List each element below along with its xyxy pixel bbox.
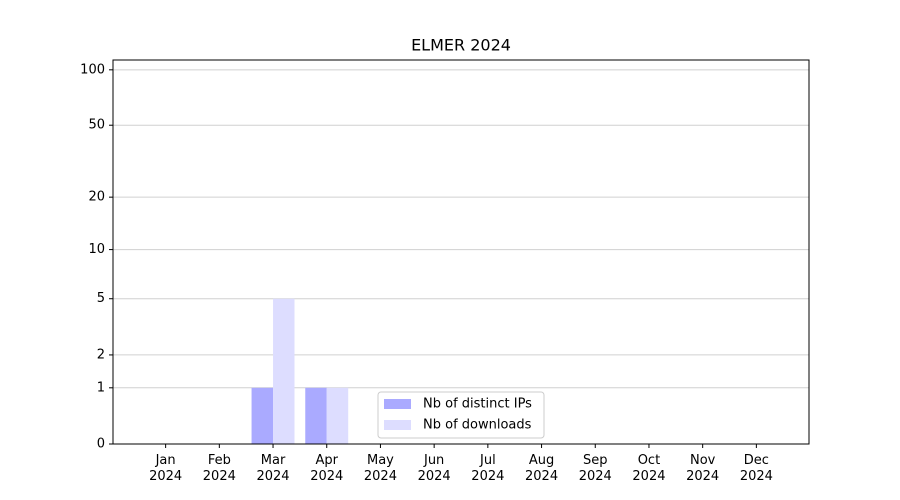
plot-frame [112, 59, 810, 445]
y-tick-label: 100 [80, 62, 105, 77]
x-tick-label: Feb 2024 [202, 453, 236, 484]
x-tick-label: May 2024 [363, 453, 397, 484]
legend-swatch [384, 399, 411, 409]
x-tick-label: Apr 2024 [310, 453, 344, 484]
x-tick-label: Jan 2024 [149, 453, 183, 484]
legend-label: Nb of distinct IPs [423, 397, 532, 412]
y-tick-label: 10 [88, 242, 105, 257]
y-tick-label: 1 [97, 380, 105, 395]
chart-title: ELMER 2024 [411, 36, 511, 55]
y-tick-label: 50 [88, 118, 105, 133]
y-tick-label: 2 [97, 347, 105, 362]
x-tick-label: Dec 2024 [739, 453, 773, 484]
x-tick-label: Jul 2024 [471, 453, 505, 484]
x-tick-label: Mar 2024 [256, 453, 290, 484]
legend-label: Nb of downloads [423, 418, 532, 433]
x-tick-label: Nov 2024 [686, 453, 720, 484]
bar [273, 298, 295, 444]
x-tick-label: Jun 2024 [417, 453, 451, 484]
y-tick-label: 0 [97, 437, 105, 452]
x-tick-label: Oct 2024 [632, 453, 666, 484]
legend-box [377, 391, 545, 439]
x-tick-label: Sep 2024 [578, 453, 612, 484]
bar [326, 387, 349, 444]
x-tick-label: Aug 2024 [525, 453, 559, 484]
y-tick-label: 5 [97, 291, 105, 306]
y-tick-label: 20 [88, 190, 105, 205]
bar [251, 387, 274, 444]
legend-swatch [384, 420, 411, 430]
bar [305, 387, 327, 444]
